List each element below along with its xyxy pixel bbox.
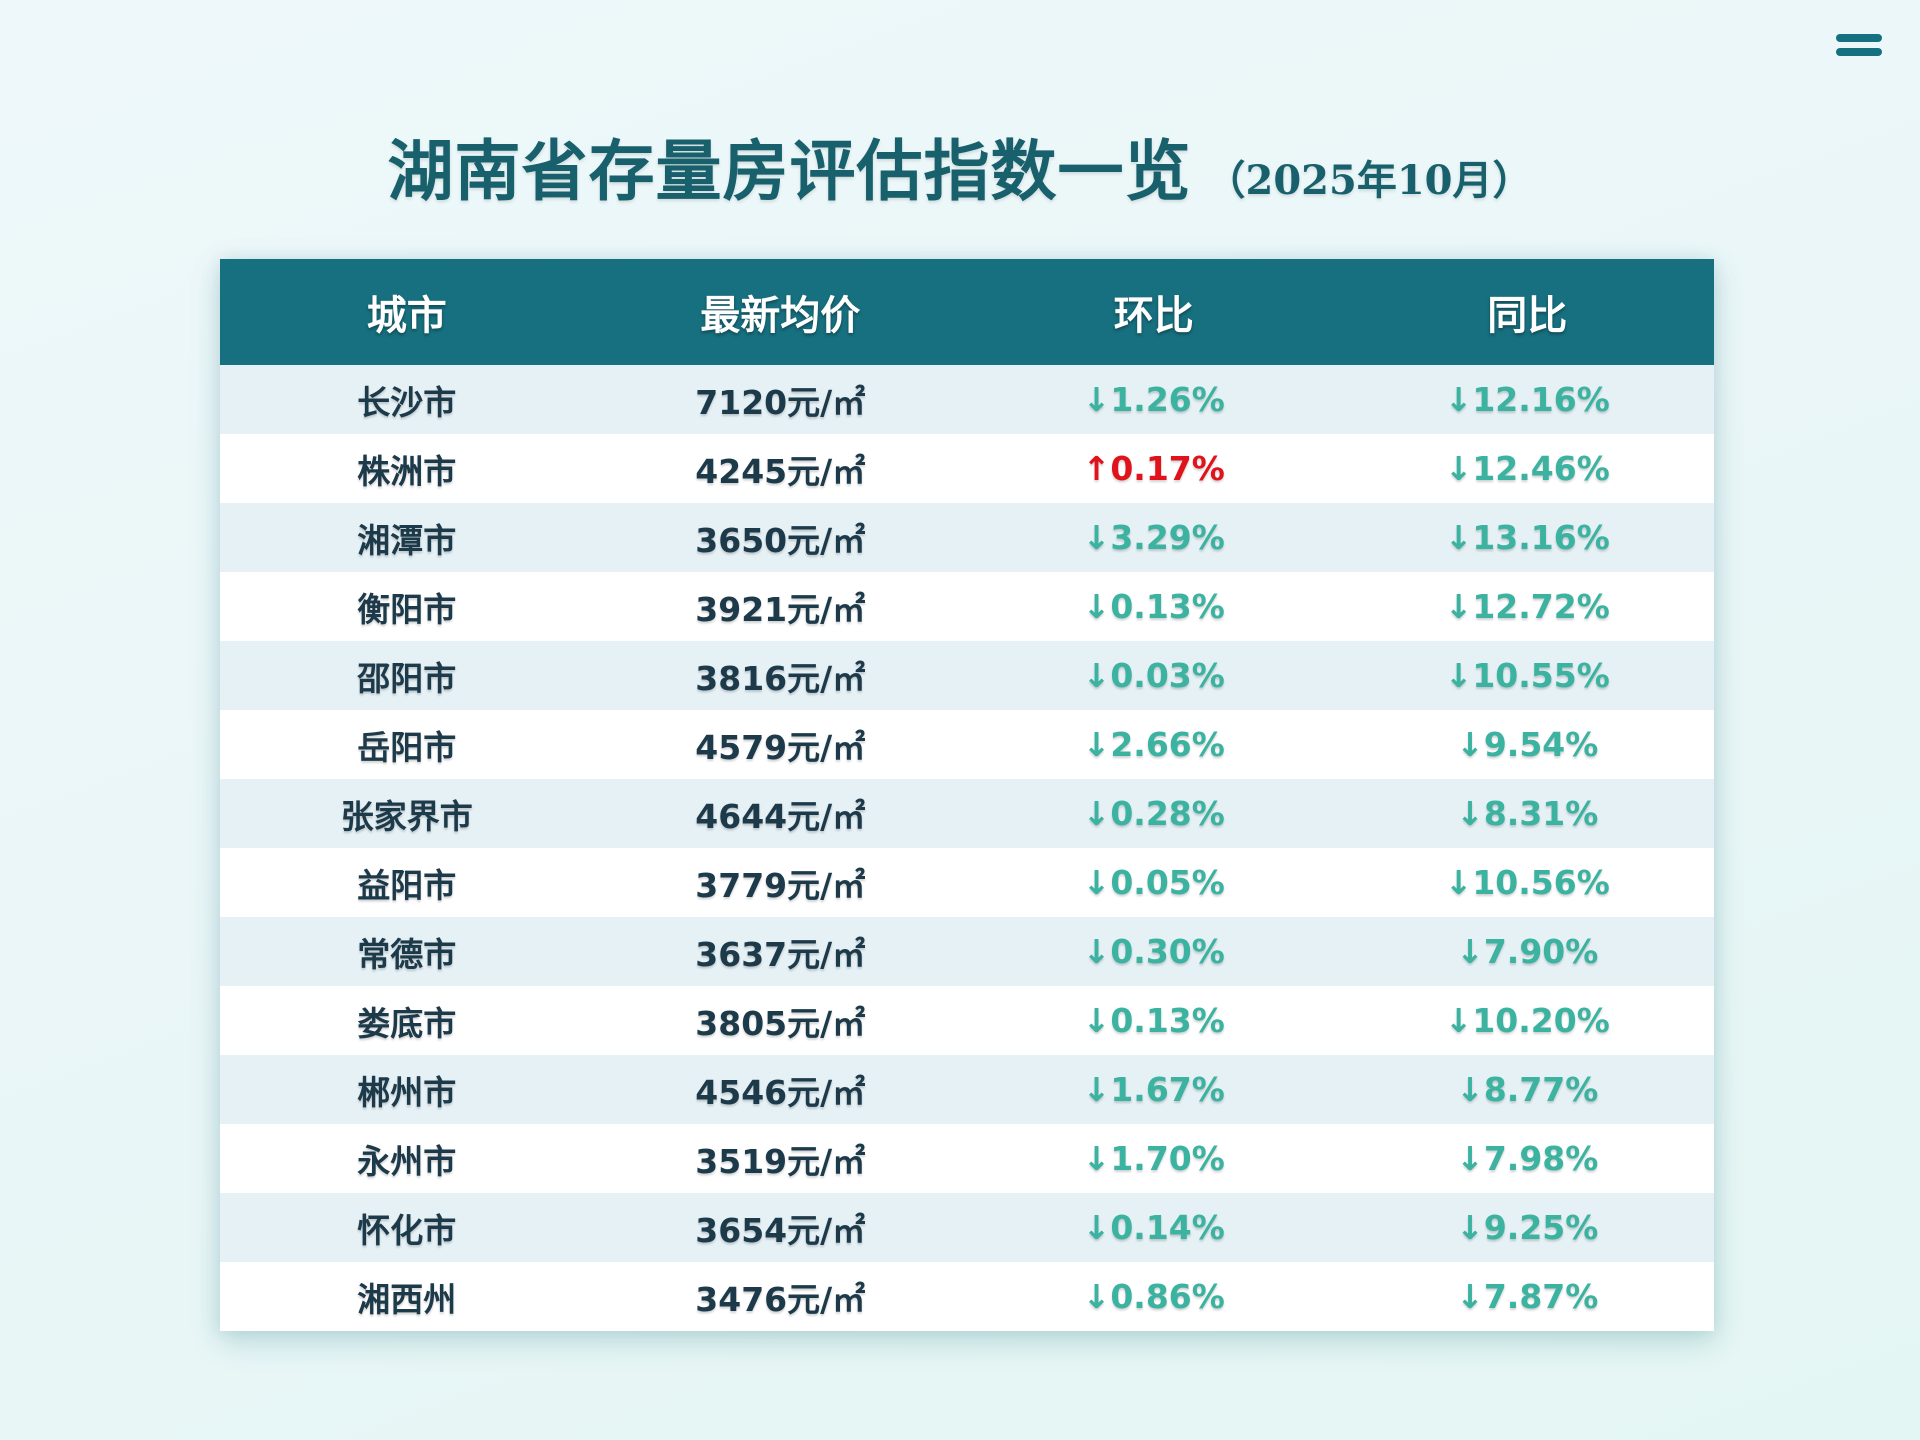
page-title: 湖南省存量房评估指数一览 （2025年10月）	[0, 118, 1920, 214]
cell-yoy: ↓9.54%	[1456, 725, 1599, 764]
cell-yoy: ↓7.98%	[1456, 1139, 1599, 1178]
table-row: 邵阳市 3816元/㎡ ↓0.03% ↓10.55%	[220, 641, 1714, 710]
price-index-table-card: 城市 最新均价 环比 同比 长沙市 7120元/㎡ ↓1.26% ↓12.16% 株洲市…	[220, 259, 1714, 1331]
cell-yoy: ↓12.72%	[1444, 587, 1610, 626]
cell-yoy: ↓12.46%	[1444, 449, 1610, 488]
cell-city: 益阳市	[357, 865, 457, 905]
table-row: 怀化市 3654元/㎡ ↓0.14% ↓9.25%	[220, 1193, 1714, 1262]
cell-yoy: ↓7.90%	[1456, 932, 1599, 971]
header-price: 最新均价	[700, 293, 861, 339]
hamburger-menu-icon[interactable]	[1836, 34, 1882, 56]
cell-yoy: ↓12.16%	[1444, 380, 1610, 419]
cell-city: 长沙市	[357, 382, 457, 422]
cell-city: 张家界市	[340, 796, 473, 836]
menu-bar	[1836, 34, 1882, 42]
cell-mom: ↓3.29%	[1082, 518, 1225, 557]
cell-price: 3650元/㎡	[695, 520, 866, 560]
cell-mom: ↓0.03%	[1082, 656, 1225, 695]
table-body: 长沙市 7120元/㎡ ↓1.26% ↓12.16% 株洲市 4245元/㎡ ↑0.17% ↓…	[220, 365, 1714, 1331]
cell-yoy: ↓7.87%	[1456, 1277, 1599, 1316]
table-row: 衡阳市 3921元/㎡ ↓0.13% ↓12.72%	[220, 572, 1714, 641]
header-mom: 环比	[1113, 293, 1194, 339]
cell-mom: ↓0.14%	[1082, 1208, 1225, 1247]
cell-mom: ↓0.13%	[1082, 1001, 1225, 1040]
cell-mom: ↓1.26%	[1082, 380, 1225, 419]
cell-price: 3637元/㎡	[695, 934, 866, 974]
cell-price: 3779元/㎡	[695, 865, 866, 905]
cell-price: 3816元/㎡	[695, 658, 866, 698]
cell-city: 株洲市	[357, 451, 457, 491]
cell-mom: ↓0.05%	[1082, 863, 1225, 902]
cell-city: 衡阳市	[357, 589, 457, 629]
menu-bar	[1836, 48, 1882, 56]
cell-mom: ↑0.17%	[1082, 449, 1225, 488]
cell-yoy: ↓9.25%	[1456, 1208, 1599, 1247]
cell-mom: ↓1.67%	[1082, 1070, 1225, 1109]
cell-city: 常德市	[357, 934, 457, 974]
cell-yoy: ↓8.31%	[1456, 794, 1599, 833]
table-row: 永州市 3519元/㎡ ↓1.70% ↓7.98%	[220, 1124, 1714, 1193]
cell-city: 娄底市	[357, 1003, 457, 1043]
cell-price: 4579元/㎡	[695, 727, 866, 767]
cell-yoy: ↓13.16%	[1444, 518, 1610, 557]
table-row: 郴州市 4546元/㎡ ↓1.67% ↓8.77%	[220, 1055, 1714, 1124]
cell-mom: ↓2.66%	[1082, 725, 1225, 764]
title-main: 湖南省存量房评估指数一览	[387, 132, 1192, 210]
cell-yoy: ↓10.55%	[1444, 656, 1610, 695]
cell-city: 岳阳市	[357, 727, 457, 767]
price-index-table: 城市 最新均价 环比 同比 长沙市 7120元/㎡ ↓1.26% ↓12.16% 株洲市…	[220, 259, 1714, 1331]
table-row: 常德市 3637元/㎡ ↓0.30% ↓7.90%	[220, 917, 1714, 986]
cell-mom: ↓0.86%	[1082, 1277, 1225, 1316]
table-header-row: 城市 最新均价 环比 同比	[220, 259, 1714, 365]
cell-price: 3519元/㎡	[695, 1141, 866, 1181]
cell-yoy: ↓10.56%	[1444, 863, 1610, 902]
cell-city: 湘西州	[357, 1279, 457, 1319]
cell-mom: ↓0.28%	[1082, 794, 1225, 833]
cell-mom: ↓0.30%	[1082, 932, 1225, 971]
cell-price: 4546元/㎡	[695, 1072, 866, 1112]
cell-city: 邵阳市	[357, 658, 457, 698]
table-row: 湘西州 3476元/㎡ ↓0.86% ↓7.87%	[220, 1262, 1714, 1331]
table-row: 湘潭市 3650元/㎡ ↓3.29% ↓13.16%	[220, 503, 1714, 572]
table-row: 株洲市 4245元/㎡ ↑0.17% ↓12.46%	[220, 434, 1714, 503]
cell-yoy: ↓8.77%	[1456, 1070, 1599, 1109]
cell-mom: ↓0.13%	[1082, 587, 1225, 626]
cell-price: 7120元/㎡	[695, 382, 866, 422]
cell-yoy: ↓10.20%	[1444, 1001, 1610, 1040]
cell-city: 永州市	[357, 1141, 457, 1181]
cell-price: 3476元/㎡	[695, 1279, 866, 1319]
table-row: 娄底市 3805元/㎡ ↓0.13% ↓10.20%	[220, 986, 1714, 1055]
title-subtitle: （2025年10月）	[1205, 157, 1533, 204]
table-row: 张家界市 4644元/㎡ ↓0.28% ↓8.31%	[220, 779, 1714, 848]
table-row: 长沙市 7120元/㎡ ↓1.26% ↓12.16%	[220, 365, 1714, 434]
cell-price: 3921元/㎡	[695, 589, 866, 629]
cell-price: 3654元/㎡	[695, 1210, 866, 1250]
header-yoy: 同比	[1487, 293, 1568, 339]
cell-mom: ↓1.70%	[1082, 1139, 1225, 1178]
table-row: 益阳市 3779元/㎡ ↓0.05% ↓10.56%	[220, 848, 1714, 917]
header-city: 城市	[366, 293, 447, 339]
cell-city: 怀化市	[357, 1210, 457, 1250]
cell-price: 3805元/㎡	[695, 1003, 866, 1043]
table-row: 岳阳市 4579元/㎡ ↓2.66% ↓9.54%	[220, 710, 1714, 779]
cell-price: 4644元/㎡	[695, 796, 866, 836]
cell-price: 4245元/㎡	[695, 451, 866, 491]
cell-city: 湘潭市	[357, 520, 457, 560]
cell-city: 郴州市	[357, 1072, 457, 1112]
